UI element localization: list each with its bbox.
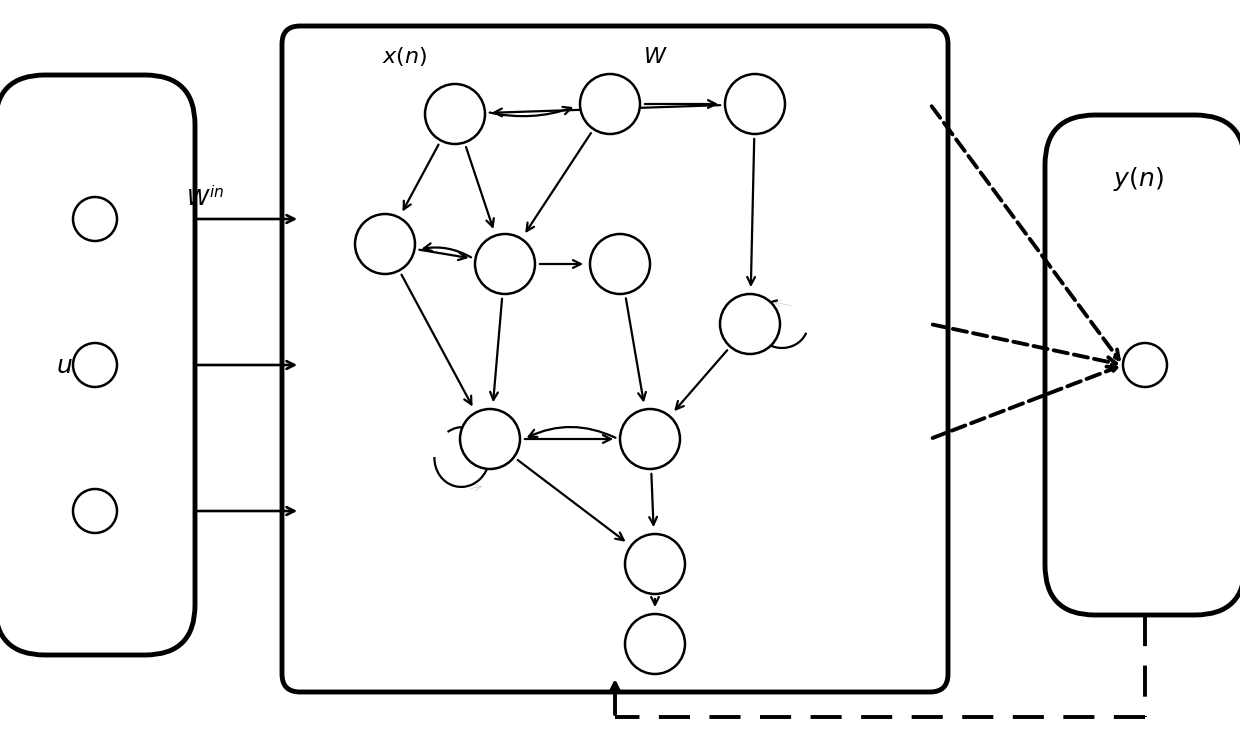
Circle shape [720,294,780,354]
FancyBboxPatch shape [281,26,949,692]
Circle shape [625,534,684,594]
Circle shape [625,614,684,674]
FancyBboxPatch shape [0,75,195,655]
Circle shape [73,197,117,241]
Circle shape [73,343,117,387]
Circle shape [460,409,520,469]
Circle shape [73,489,117,533]
Circle shape [725,74,785,134]
Circle shape [475,234,534,294]
Circle shape [590,234,650,294]
Text: $W$: $W$ [642,46,667,68]
Circle shape [355,214,415,274]
Circle shape [425,84,485,144]
Text: $x(n)$: $x(n)$ [382,45,428,69]
Circle shape [620,409,680,469]
Text: $W^{in}$: $W^{in}$ [186,187,224,211]
Text: $u(n)$: $u(n)$ [57,352,108,378]
Circle shape [1123,343,1167,387]
Text: $y(n)$: $y(n)$ [1112,165,1163,193]
Circle shape [580,74,640,134]
FancyBboxPatch shape [1045,115,1240,615]
